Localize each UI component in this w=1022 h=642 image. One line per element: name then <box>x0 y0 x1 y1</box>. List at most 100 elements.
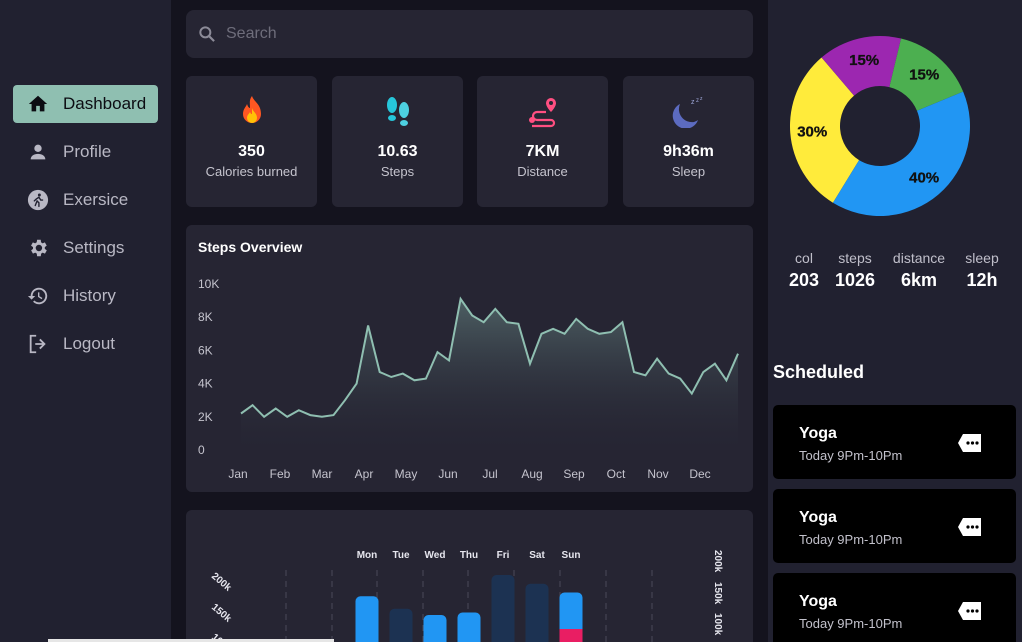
stat-label: col <box>795 250 813 266</box>
category-label: Mon <box>357 550 378 561</box>
svg-text:z: z <box>691 99 695 106</box>
x-tick-label: Dec <box>689 467 710 481</box>
card-caption: Sleep <box>671 164 706 179</box>
bar <box>389 608 413 642</box>
sidebar-item-label: History <box>63 286 116 305</box>
y-tick-label: 4K <box>198 377 213 391</box>
bar <box>355 596 379 642</box>
sidebar-item-settings[interactable]: Settings <box>13 229 158 267</box>
y-tick-label: 8K <box>198 310 213 324</box>
y-tick-label-right: 200k <box>712 550 723 573</box>
sidebar-item-logout[interactable]: Logout <box>13 325 158 363</box>
card-value: 9h36m <box>663 143 714 160</box>
scheduled-item[interactable]: Yoga Today 9Pm-10Pm <box>773 405 1016 479</box>
bar <box>525 583 549 642</box>
footprints-icon <box>381 94 415 128</box>
sidebar-item-label: Dashboard <box>63 94 147 113</box>
y-tick-label-left: 100k <box>209 632 233 642</box>
history-icon <box>26 284 50 308</box>
donut-slice <box>889 38 964 111</box>
x-tick-label: Jan <box>228 467 247 481</box>
weekly-bar-chart: 200k 150k 100k 200k 150k 100k Mon Tue Wed Thu Fr… <box>209 550 723 642</box>
card-value: 350 <box>238 143 265 160</box>
message-more-icon[interactable] <box>957 600 983 622</box>
bar <box>423 615 447 642</box>
stat-label: steps <box>838 250 872 266</box>
sidebar-item-label: Profile <box>63 142 112 161</box>
stat-distance: distance 6km <box>886 250 952 291</box>
x-tick-label: Jun <box>438 467 457 481</box>
scheduled-item[interactable]: Yoga Today 9Pm-10Pm <box>773 489 1016 563</box>
steps-area-fill <box>241 298 738 450</box>
activity-donut-chart: 30% 15% 15% 40% <box>790 36 970 217</box>
bar <box>491 575 515 642</box>
card-caption: Steps <box>380 164 415 179</box>
stat-label: distance <box>892 250 946 266</box>
sidebar-item-exersice[interactable]: Exersice <box>13 181 158 219</box>
x-tick-label: Nov <box>647 467 668 481</box>
x-tick-label: Apr <box>355 467 374 481</box>
home-icon <box>26 92 50 116</box>
right-panel: 30% 15% 15% 40% col 203 steps 1026 distance… <box>768 0 1022 642</box>
x-tick-label: Sep <box>563 467 585 481</box>
sidebar-item-history[interactable]: History <box>13 277 158 315</box>
stat-label: sleep <box>965 250 999 266</box>
slice-label: 30% <box>797 123 827 140</box>
scheduled-item-time: Today 9Pm-10Pm <box>799 532 903 547</box>
search-input[interactable] <box>226 25 726 43</box>
card-value: 7KM <box>525 143 560 160</box>
y-tick-label: 2K <box>198 410 213 424</box>
slice-label: 15% <box>909 66 939 83</box>
y-tick-label-right: 100k <box>712 613 723 636</box>
sidebar-item-profile[interactable]: Profile <box>13 133 158 171</box>
steps-overview-panel: Steps Overview 0 2K 4K 6K 8K 10K Jan Feb Mar Apr… <box>186 225 753 492</box>
card-caption: Distance <box>517 164 568 179</box>
y-tick-label: 6K <box>198 343 213 357</box>
fire-icon <box>235 94 269 128</box>
sidebar-item-label: Settings <box>63 238 125 257</box>
bar-accent-segment <box>559 629 583 642</box>
category-label: Tue <box>392 550 409 561</box>
steps-card: 10.63 Steps <box>332 76 463 207</box>
donut-slice <box>832 91 970 217</box>
search-bar <box>186 10 753 58</box>
steps-area-chart: 0 2K 4K 6K 8K 10K Jan Feb Mar Apr May Jun Jul Aug Sep… <box>198 277 739 481</box>
x-tick-label: Aug <box>521 467 542 481</box>
stat-sleep: sleep 12h <box>961 250 1003 291</box>
card-caption: Calories burned <box>205 164 298 179</box>
x-tick-label: Feb <box>270 467 291 481</box>
steps-overview-title: Steps Overview <box>198 239 303 255</box>
x-tick-label: Mar <box>312 467 333 481</box>
slice-label: 15% <box>849 52 879 69</box>
scroll-indicator[interactable] <box>48 639 334 642</box>
steps-series-line <box>240 296 739 419</box>
x-tick-label: Oct <box>607 467 626 481</box>
scheduled-item-time: Today 9Pm-10Pm <box>799 448 903 463</box>
sidebar-item-label: Logout <box>63 334 115 353</box>
scheduled-item-title: Yoga <box>799 425 837 442</box>
x-tick-label: May <box>395 467 418 481</box>
category-label: Wed <box>425 550 446 561</box>
scheduled-item[interactable]: Yoga Today 9Pm-10Pm <box>773 573 1016 642</box>
bar <box>457 612 481 642</box>
weekly-bar-panel: 200k 150k 100k 200k 150k 100k Mon Tue Wed Thu Fr… <box>186 510 753 642</box>
stat-value: 1026 <box>834 270 876 290</box>
stat-steps: steps 1026 <box>830 250 880 291</box>
category-label: Fri <box>497 550 510 561</box>
sidebar-item-label: Exersice <box>63 190 129 209</box>
gear-icon <box>26 236 50 260</box>
calories-card: 350 Calories burned <box>186 76 317 207</box>
logout-icon <box>26 332 50 356</box>
y-tick-label: 0 <box>198 443 205 457</box>
sidebar: Dashboard Profile Exersice Settings Hist… <box>0 0 171 642</box>
running-icon <box>26 188 50 212</box>
scheduled-item-title: Yoga <box>799 593 837 610</box>
distance-card: 7KM Distance <box>477 76 608 207</box>
message-more-icon[interactable] <box>957 516 983 538</box>
category-label: Sun <box>562 550 581 561</box>
sidebar-item-dashboard[interactable]: Dashboard <box>13 85 158 123</box>
message-more-icon[interactable] <box>957 432 983 454</box>
stat-value: 6km <box>900 270 938 290</box>
